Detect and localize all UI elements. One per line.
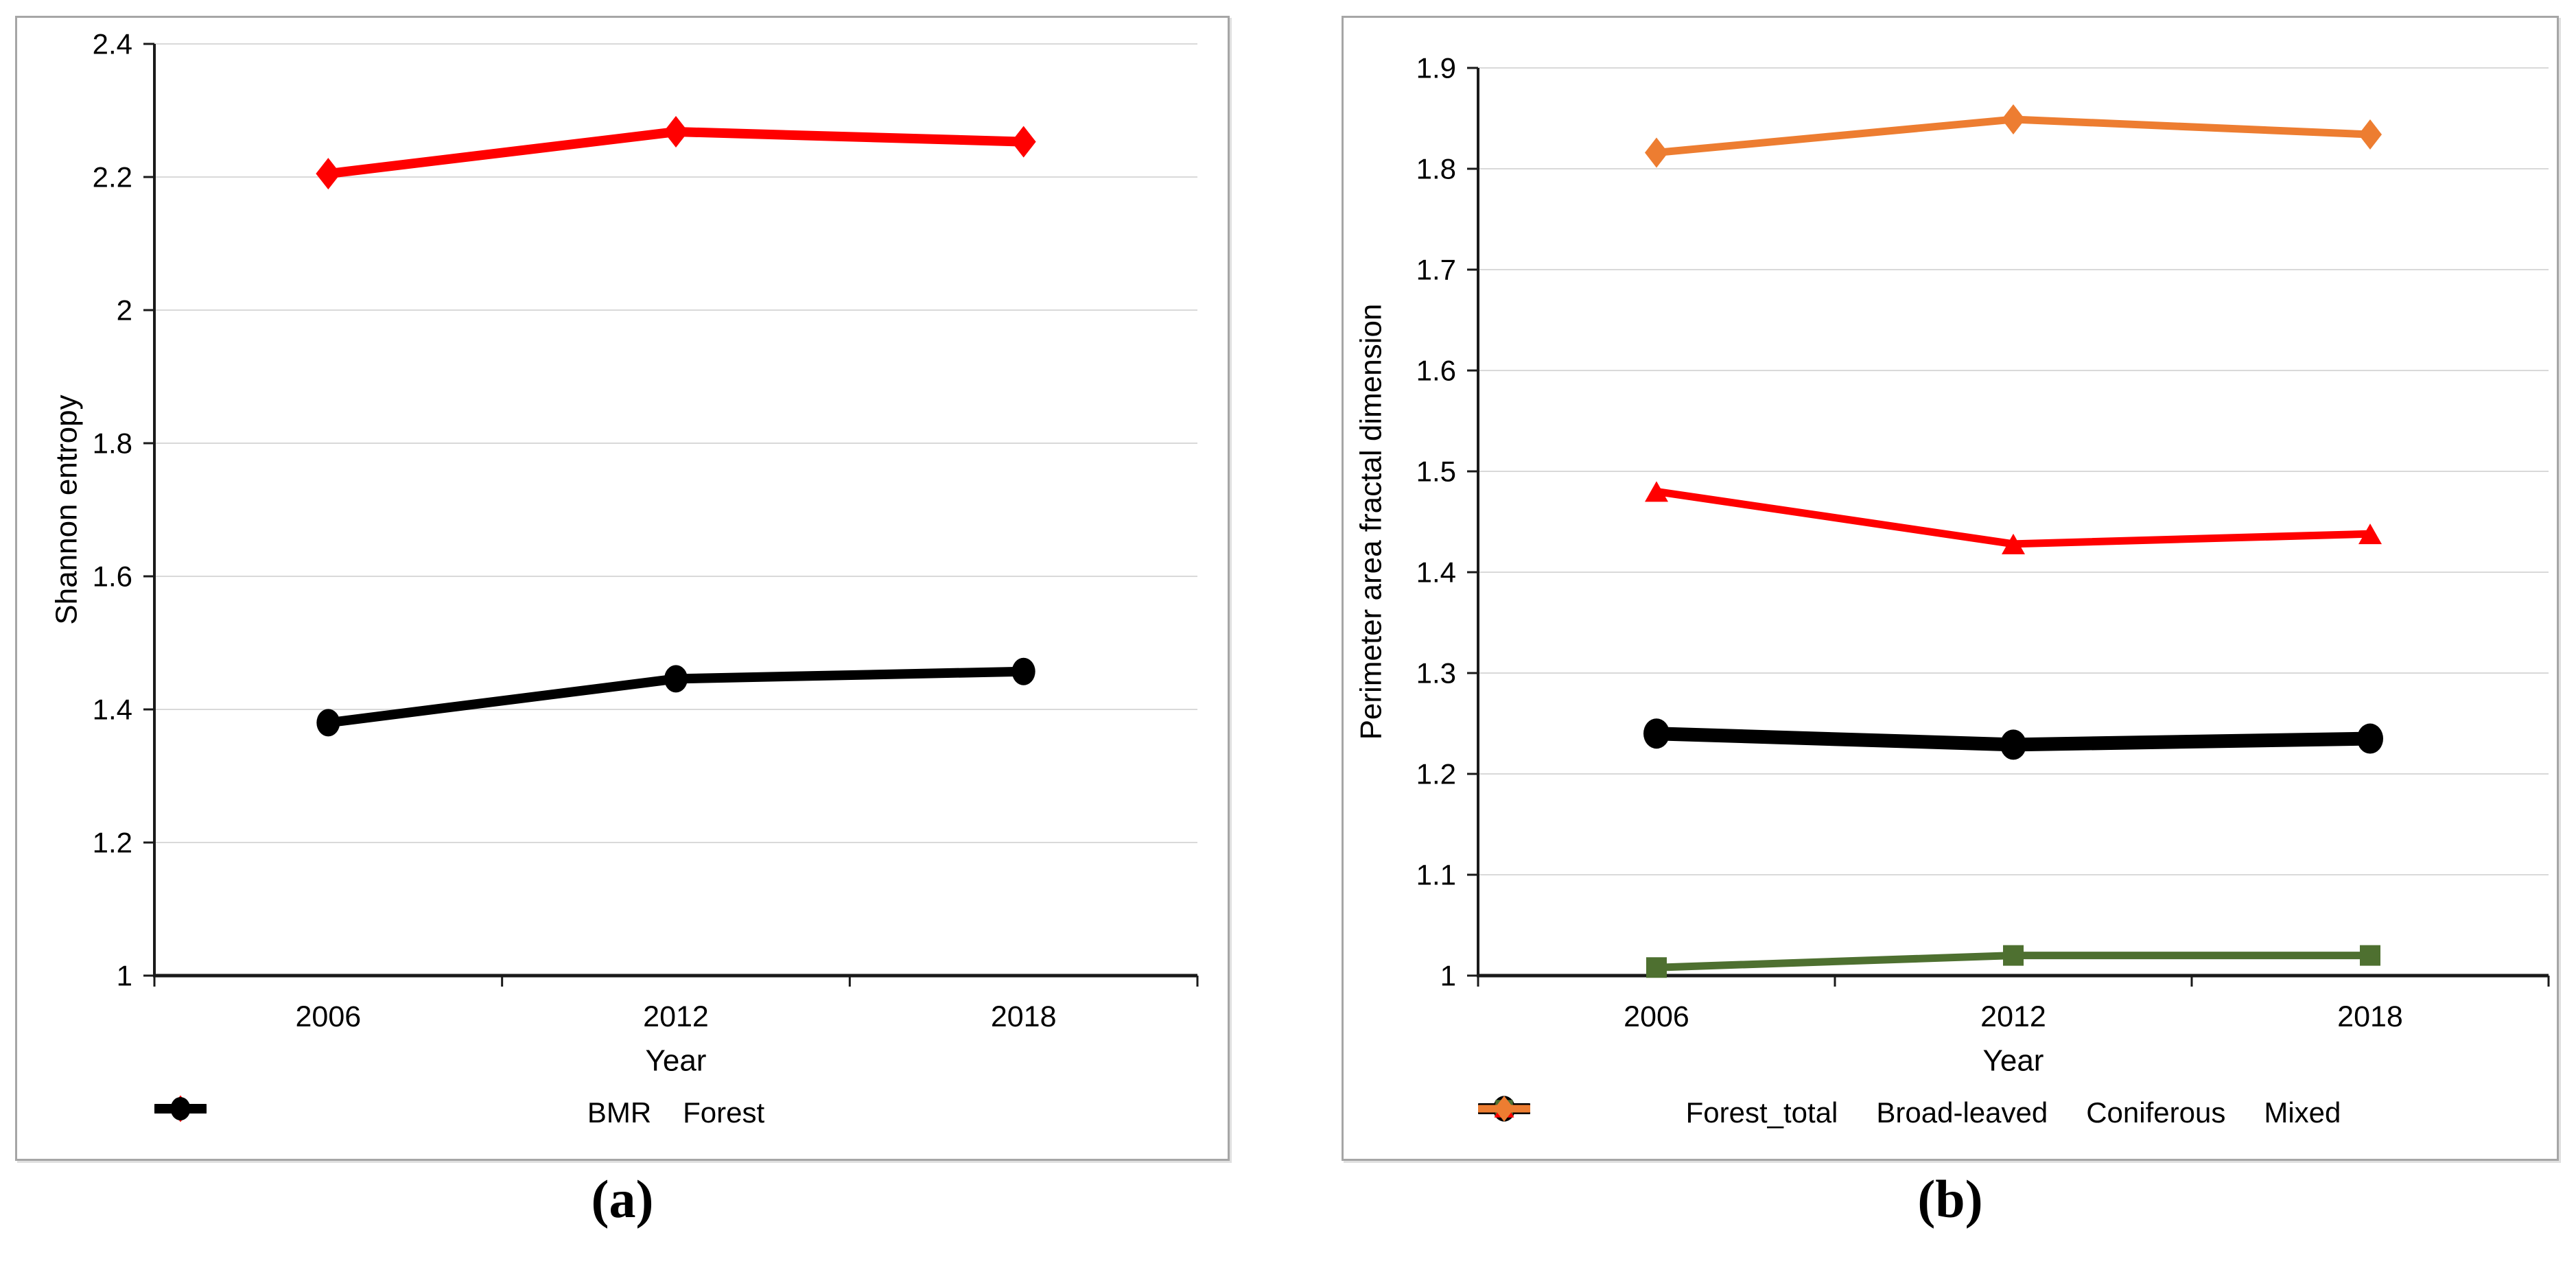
y-tick-label: 2.2 [93,161,132,193]
x-tick-label: 2006 [295,1000,361,1033]
series-marker-Forest [1011,657,1035,685]
legend-label: Coniferous [2086,1096,2226,1129]
y-tick-label: 1.4 [1416,556,1456,589]
series-marker-Broad-leaved [2003,945,2024,966]
series-marker-BMR [316,158,341,190]
legend-label: BMR [587,1096,652,1129]
series-marker-Mixed [2002,104,2025,134]
y-tick-label: 1.3 [1416,657,1456,690]
legend-marker-icon [154,1097,207,1120]
x-tick-label: 2012 [643,1000,709,1033]
y-axis-title: Shannon entropy [50,394,84,624]
chart-a-canvas: 1 1.2 1.4 1.6 1.8 2 2.2 2.4 2006 2012 2018 Year Shan… [50,28,1199,1078]
y-tick-label: 1 [1440,960,1456,992]
series-marker-BMR [664,116,688,148]
caption-b: (b) [1917,1169,1983,1229]
legend-item-Forest_total: Forest_total [1478,1096,1838,1129]
series-marker-Forest [316,709,340,737]
caption-a: (a) [591,1169,654,1229]
y-tick-label: 1.2 [93,827,132,859]
series-marker-Forest_total [2357,723,2383,754]
chart-panel-a: 1 1.2 1.4 1.6 1.8 2 2.2 2.4 2006 2012 2018 Year Shan… [15,16,1230,1161]
y-tick-label: 1.2 [1416,758,1456,790]
legend-label: Broad-leaved [1876,1096,2048,1129]
legend-a: BMR Forest [154,1092,1197,1133]
y-tick-label: 1 [117,960,132,992]
y-tick-label: 1.6 [1416,355,1456,387]
series-marker-Mixed [1645,137,1668,168]
series-marker-Coniferous [2002,533,2025,554]
y-tick-label: 1.8 [93,427,132,460]
chart-b-canvas: 1 1.1 1.2 1.3 1.4 1.5 1.6 1.7 1.8 1.9 2006 2012 2018… [1355,52,2550,1078]
series-marker-Mixed [2358,119,2382,150]
legend-label: Forest_total [1685,1096,1838,1129]
x-tick-label: 2018 [2337,1000,2403,1033]
y-tick-label: 1.4 [93,694,132,726]
legend-label: Mixed [2264,1096,2341,1129]
series-marker-Coniferous [1645,481,1668,502]
x-tick-label: 2018 [991,1000,1057,1033]
y-tick-label: 2.4 [93,28,132,60]
series-marker-Broad-leaved [2360,945,2380,966]
y-tick-label: 2 [117,294,132,327]
legend-marker-icon [1478,1096,1530,1122]
y-tick-label: 1.8 [1416,153,1456,185]
y-tick-label: 1.1 [1416,859,1456,891]
x-tick-label: 2006 [1624,1000,1689,1033]
legend-b: Forest_total Broad-leaved Coniferous Mixed [1478,1092,2549,1133]
legend-item-Coniferous: Coniferous [1478,1096,2226,1129]
y-tick-label: 1.5 [1416,456,1456,488]
legend-item-Broad-leaved: Broad-leaved [1478,1096,2048,1129]
y-tick-label: 1.6 [93,561,132,593]
legend-item-BMR: BMR [154,1095,652,1129]
series-marker-Forest_total [2000,729,2026,760]
legend-label: Forest [683,1096,765,1129]
legend-glyph-diamond [1494,1096,1514,1122]
y-tick-label: 1.9 [1416,52,1456,84]
legend-item-Mixed: Mixed [1478,1096,2341,1129]
x-axis-title: Year [1983,1044,2044,1078]
x-tick-label: 2012 [1980,1000,2046,1033]
series-marker-Coniferous [2358,523,2382,545]
series-marker-Forest_total [1643,718,1670,749]
series-marker-BMR [1011,126,1036,158]
legend-item-Forest: Forest [154,1096,765,1129]
y-tick-label: 1.7 [1416,254,1456,286]
series-marker-Forest [664,665,688,693]
x-axis-title: Year [646,1044,707,1078]
chart-panel-b: 1 1.1 1.2 1.3 1.4 1.5 1.6 1.7 1.8 1.9 2006 2012 2018… [1342,16,2559,1161]
series-marker-Broad-leaved [1646,957,1667,978]
y-axis-title: Perimeter area fractal dimension [1355,304,1388,740]
legend-glyph-circle [170,1097,191,1120]
